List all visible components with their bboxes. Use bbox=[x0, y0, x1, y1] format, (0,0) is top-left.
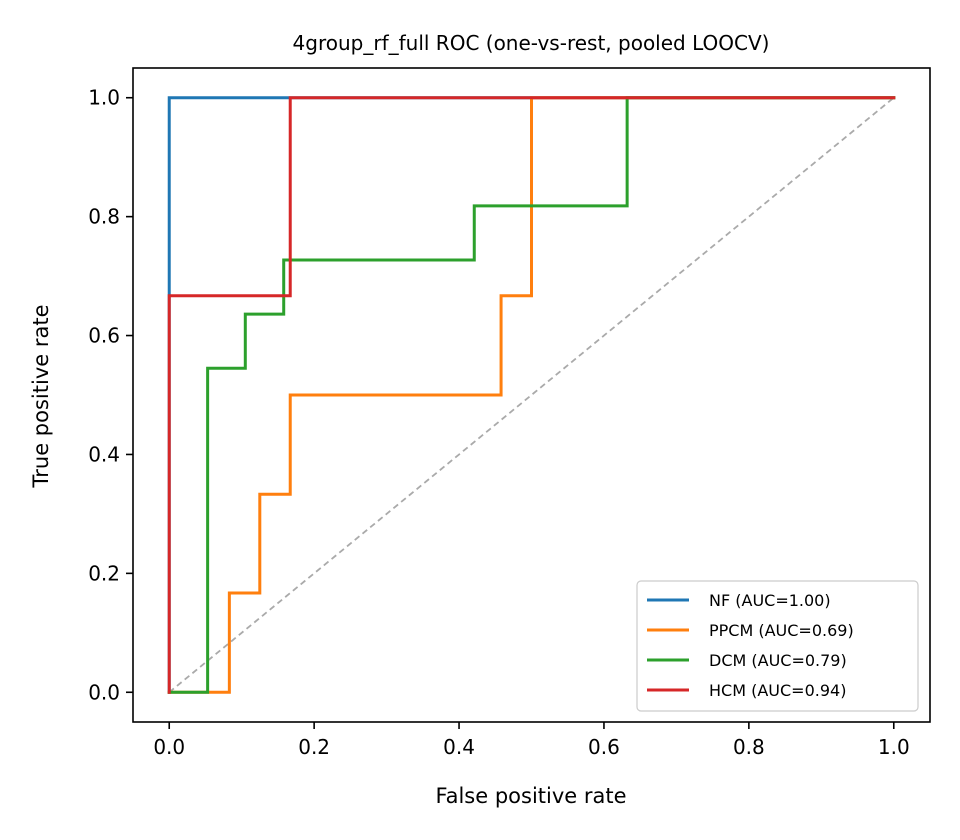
legend-box bbox=[636, 580, 919, 712]
y-tick-label: 0.4 bbox=[88, 442, 120, 466]
x-tick-label: 0.0 bbox=[153, 735, 185, 759]
y-tick-label: 0.0 bbox=[88, 680, 120, 704]
series-line-2 bbox=[167, 96, 896, 694]
plot-area: 0.0 0.2 0.4 0.6 0.8 1.0 0.0 0.2 0.4 0.6 0.8 1.0 bbox=[88, 67, 931, 759]
y-axis-label: True positive rate bbox=[29, 305, 53, 489]
legend-label-2: DCM (AUC=0.79) bbox=[709, 651, 847, 670]
x-tick-label: 1.0 bbox=[878, 735, 910, 759]
diagonal-reference-line bbox=[168, 97, 895, 693]
series-line-3 bbox=[167, 96, 896, 694]
x-tick-label: 0.6 bbox=[588, 735, 620, 759]
x-axis-label: False positive rate bbox=[435, 784, 626, 808]
plot-frame bbox=[132, 67, 931, 723]
legend-label-3: HCM (AUC=0.94) bbox=[709, 681, 846, 700]
y-tick-label: 0.2 bbox=[88, 561, 120, 585]
chart-title: 4group_rf_full ROC (one-vs-rest, pooled … bbox=[293, 31, 770, 55]
legend-label-1: PPCM (AUC=0.69) bbox=[709, 621, 854, 640]
y-tick-label: 1.0 bbox=[88, 86, 120, 110]
x-tick-label: 0.8 bbox=[733, 735, 765, 759]
y-tick-label: 0.6 bbox=[88, 324, 120, 348]
legend-label-0: NF (AUC=1.00) bbox=[709, 591, 831, 610]
legend: NF (AUC=1.00) PPCM (AUC=0.69) DCM (AUC=0.7… bbox=[636, 580, 919, 712]
x-tick-label: 0.2 bbox=[298, 735, 330, 759]
y-tick-label: 0.8 bbox=[88, 205, 120, 229]
x-tick-label: 0.4 bbox=[443, 735, 475, 759]
series-line-1 bbox=[167, 96, 896, 694]
